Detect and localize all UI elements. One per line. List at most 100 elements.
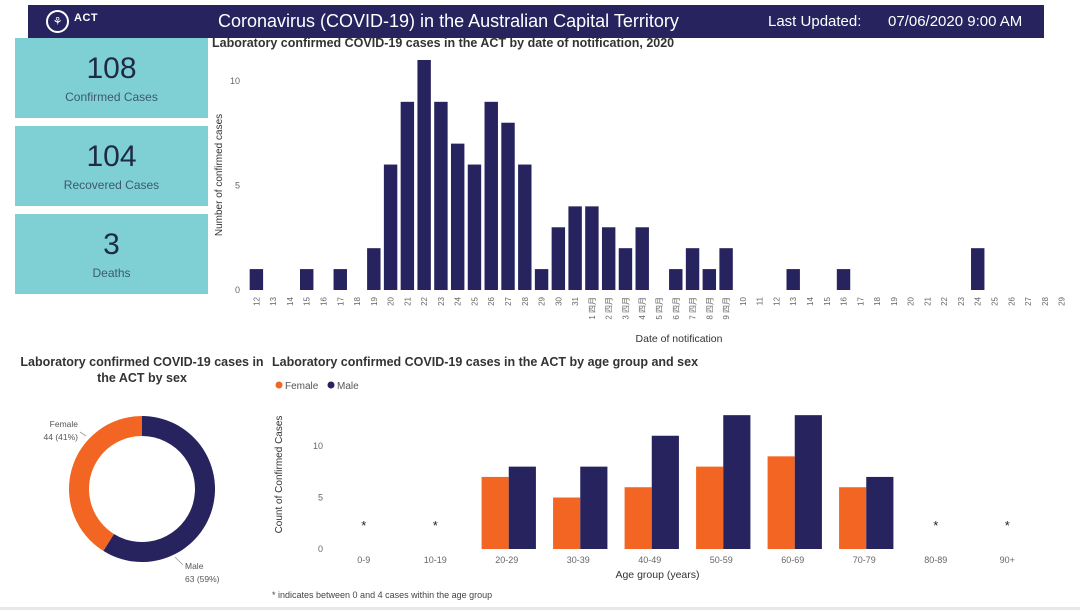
male-leader-line [174,556,184,566]
timeline-x-tick: 12 [252,296,261,305]
female-value-label: 44 (41%) [44,432,79,442]
timeline-x-tick: 27 [1024,296,1033,305]
timeline-x-tick: 11 [756,296,765,305]
age-bar-male [866,476,894,549]
confirmed-cases-value: 108 [86,52,137,85]
age-chart-footnote: * indicates between 0 and 4 cases within… [272,590,493,600]
suppressed-marker: * [361,518,366,533]
page-title: Coronavirus (COVID-19) in the Australian… [218,11,679,31]
timeline-x-tick: 17 [336,296,345,305]
age-x-label: Age group (years) [615,569,699,581]
timeline-x-tick: 21 [923,296,932,305]
timeline-x-tick: 17 [856,296,865,305]
timeline-bar [518,164,532,290]
age-x-tick: 50-59 [710,555,733,565]
timeline-x-tick: 1 四月 [588,297,597,320]
timeline-x-tick: 14 [806,296,815,305]
timeline-x-tick: 16 [319,296,328,305]
timeline-x-tick: 23 [957,296,966,305]
timeline-x-tick: 19 [370,296,379,305]
header-bar: ⚘ ACT Coronavirus (COVID-19) in the Aust… [28,5,1044,38]
timeline-x-tick: 7 四月 [689,297,698,320]
timeline-bar [568,206,582,290]
timeline-bar [484,101,498,290]
timeline-x-tick: 27 [504,296,513,305]
timeline-bar [249,269,264,290]
timeline-x-tick: 5 四月 [655,297,664,320]
timeline-x-tick: 20 [907,296,916,305]
age-x-tick: 20-29 [495,555,518,565]
timeline-bar [417,60,431,290]
timeline-x-tick: 24 [454,296,463,305]
sex-slice-male [103,416,216,562]
timeline-x-tick: 20 [387,296,396,305]
timeline-bar [971,248,985,290]
timeline-x-tick: 22 [940,296,949,305]
confirmed-cases-card: 108 Confirmed Cases [15,38,208,118]
timeline-y-tick: 10 [230,76,240,86]
timeline-bar [434,101,448,290]
age-bar-female [767,456,795,549]
timeline-x-tick: 31 [571,296,580,305]
timeline-bar [836,269,851,290]
sex-chart: Female 44 (41%) Male 63 (59%) [44,416,220,584]
age-bar-female [839,487,867,549]
recovered-cases-card: 104 Recovered Cases [15,126,208,206]
timeline-x-label: Date of notification [636,333,723,345]
sex-chart-title: Laboratory confirmed COVID-19 cases in t… [20,355,264,385]
timeline-bar [551,227,566,290]
male-value-label: 63 (59%) [185,574,220,584]
recovered-cases-label: Recovered Cases [63,178,160,192]
timeline-x-tick: 13 [789,296,798,305]
timeline-bar [300,269,314,290]
female-label: Female [50,419,79,429]
deaths-label: Deaths [92,266,131,280]
timeline-x-tick: 28 [1041,296,1050,305]
age-x-tick: 90+ [1000,555,1015,565]
logo-text: ACT [74,12,99,24]
last-updated-value: 07/06/2020 9:00 AM [888,13,1023,30]
timeline-bar [585,206,599,290]
timeline-y-label: Number of confirmed cases [214,114,225,236]
timeline-bar [669,269,683,290]
age-bar-male [651,435,679,549]
age-y-tick: 10 [313,441,323,451]
age-x-tick: 80-89 [924,555,947,565]
timeline-bar [719,248,733,290]
timeline-x-tick: 26 [1007,296,1016,305]
last-updated-label: Last Updated: [768,13,862,30]
timeline-x-tick: 18 [873,296,882,305]
age-y-label: Count of Confirmed Cases [274,416,285,534]
age-bar-female [696,466,724,549]
timeline-x-tick: 2 四月 [605,297,614,320]
timeline-bar [450,143,465,290]
timeline-x-tick: 12 [772,296,781,305]
timeline-x-tick: 4 四月 [638,297,647,320]
timeline-bar [702,269,717,290]
age-bar-female [553,497,581,549]
timeline-x-tick: 28 [521,296,530,305]
sex-slice-female [69,416,142,551]
suppressed-marker: * [433,518,438,533]
confirmed-cases-label: Confirmed Cases [65,90,158,104]
recovered-cases-value: 104 [86,140,137,173]
timeline-chart-title: Laboratory confirmed COVID-19 cases in t… [212,36,675,50]
timeline-bar [333,269,347,290]
timeline-x-tick: 15 [823,296,832,305]
legend-male-marker [327,381,335,389]
age-x-tick: 70-79 [853,555,876,565]
timeline-x-tick: 16 [840,296,849,305]
timeline-x-tick: 29 [538,296,547,305]
timeline-x-tick: 26 [487,296,496,305]
legend-male-label: Male [337,381,359,392]
age-y-tick: 0 [318,544,323,554]
act-logo-icon: ⚘ [46,10,69,33]
timeline-bar [685,248,700,290]
age-bar-male [794,415,822,549]
timeline-x-tick: 24 [974,296,983,305]
timeline-x-tick: 21 [403,296,412,305]
timeline-x-tick: 19 [890,296,899,305]
age-bar-female [481,476,509,549]
timeline-bar [534,269,549,290]
timeline-x-tick: 13 [269,296,278,305]
